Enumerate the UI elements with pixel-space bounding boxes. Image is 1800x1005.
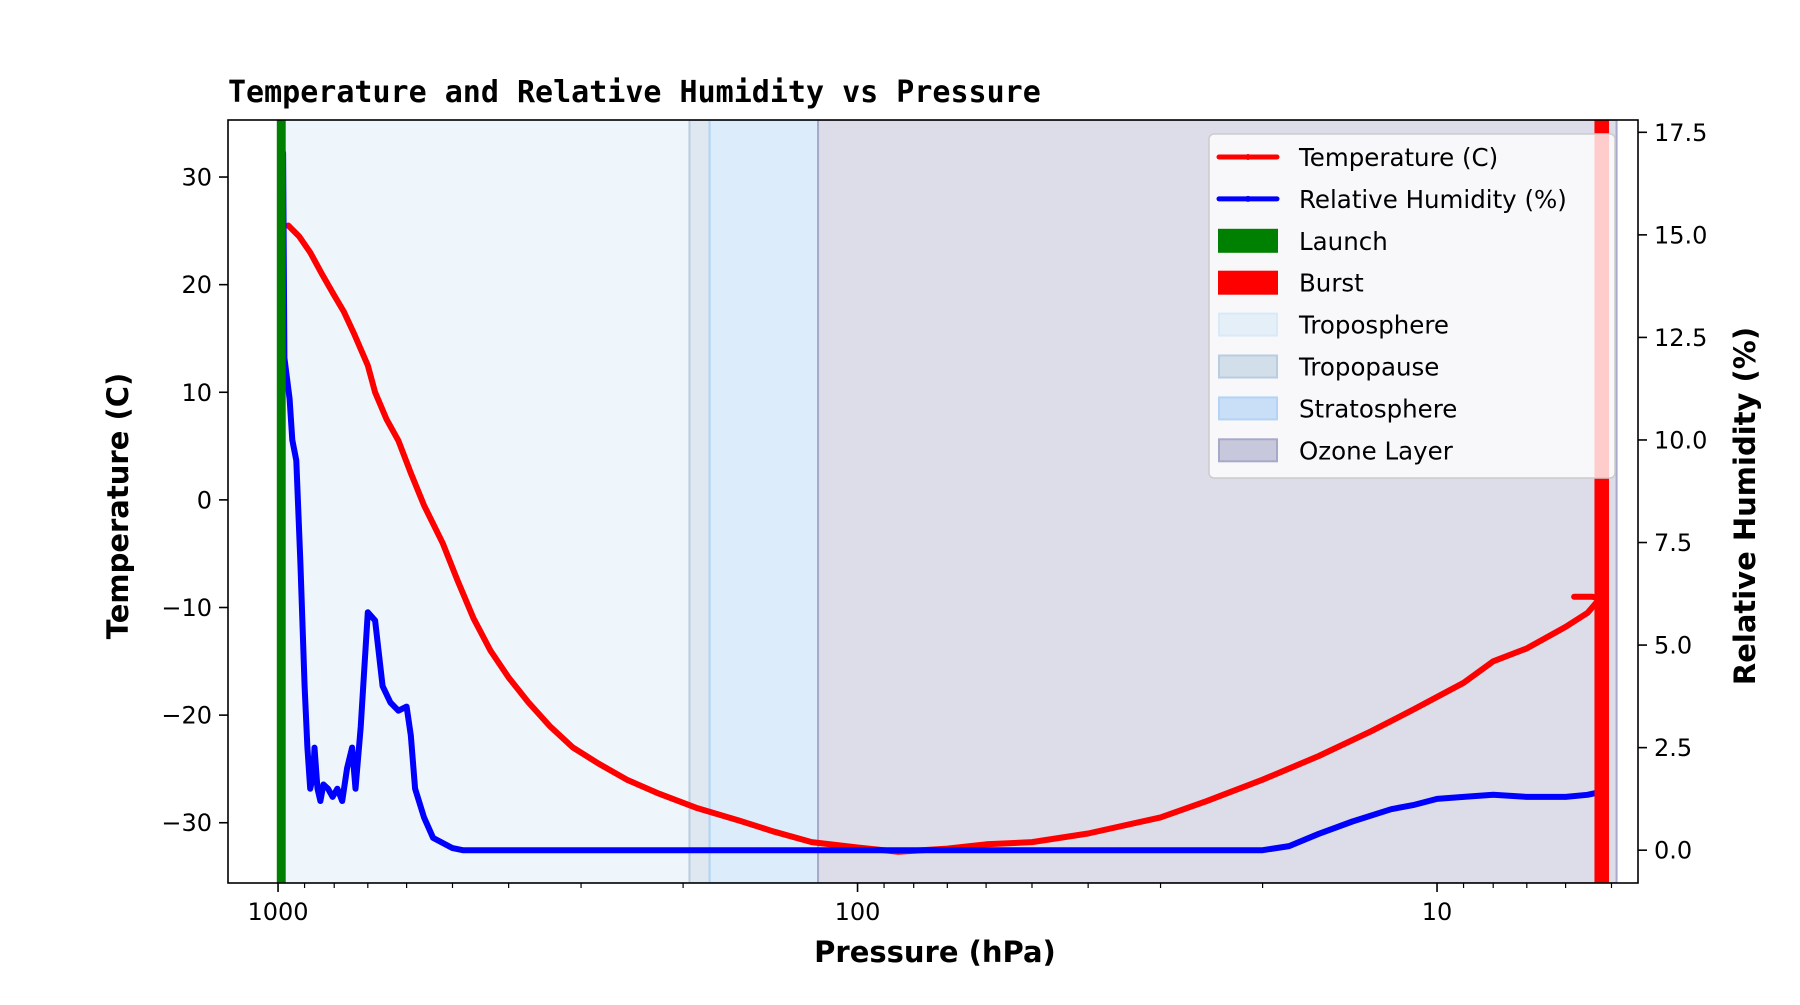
legend: Temperature (C) Relative Humidity (%) Laun… [1208,133,1616,479]
y-tick-label: −30 [161,809,212,837]
y-tick-label: 20 [181,271,212,299]
x-tick-label: 10 [1422,898,1453,926]
legend-label: Ozone Layer [1299,436,1454,465]
legend-item-ozone-layer: Ozone Layer [1218,436,1454,465]
legend-item-tropopause: Tropopause [1218,353,1439,382]
region-stratosphere [708,120,820,883]
legend-label: Stratosphere [1299,394,1457,423]
y2-tick-label: 2.5 [1654,734,1692,762]
legend-swatch-patch [1218,270,1278,295]
x-tick-label: 1000 [248,898,309,926]
y-tick-label: −10 [161,594,212,622]
legend-label: Tropopause [1298,353,1439,382]
y-tick-label: 30 [181,164,212,192]
legend-item-temperature-c: Temperature (C) [1216,143,1498,172]
legend-label: Burst [1299,269,1364,298]
legend-item-troposphere: Troposphere [1218,311,1449,340]
legend-swatch-patch [1218,438,1278,463]
y2-tick-label: 7.5 [1654,529,1692,557]
x-axis-label: Pressure (hPa) [814,935,1056,969]
region-tropopause [688,120,711,883]
y-tick-label: 0 [197,486,212,514]
legend-label: Relative Humidity (%) [1299,185,1567,214]
legend-label: Temperature (C) [1298,143,1498,172]
legend-item-stratosphere: Stratosphere [1218,394,1457,423]
legend-swatch-patch [1218,228,1278,253]
legend-swatch-patch [1218,396,1278,421]
series-line-relative-humidity [280,149,1600,854]
legend-label: Troposphere [1298,311,1449,340]
chart-title: Temperature and Relative Humidity vs Pre… [228,75,1041,110]
y2-tick-label: 10.0 [1654,426,1707,454]
marker-launch [276,120,286,883]
legend-swatch-marker [1245,195,1251,202]
legend-swatch-patch [1218,354,1278,379]
y2-tick-label: 0.0 [1654,837,1692,865]
legend-swatch-marker [1245,154,1251,160]
legend-label: Launch [1299,227,1388,256]
y2-tick-label: 17.5 [1654,119,1707,147]
axes: 1000 100 103020100−10−20−300.02.55.07.510.… [161,119,1707,926]
y2-axis-label: Relative Humidity (%) [1728,327,1762,685]
axes-frame [227,119,1639,884]
legend-swatch-patch [1218,312,1278,337]
legend-item-burst: Burst [1218,269,1364,298]
series-line-temperature-c [285,222,1605,855]
y-axis-label: Temperature (C) [101,373,135,639]
y-tick-label: −20 [161,702,212,730]
y2-tick-label: 5.0 [1654,632,1692,660]
y-tick-label: 10 [181,379,212,407]
legend-item-relative-humidity: Relative Humidity (%) [1216,185,1567,214]
x-tick-label: 100 [835,898,881,926]
legend-item-launch: Launch [1218,227,1388,256]
legend-box [1208,133,1616,479]
y2-tick-label: 12.5 [1654,324,1707,352]
y2-tick-label: 15.0 [1654,221,1707,249]
